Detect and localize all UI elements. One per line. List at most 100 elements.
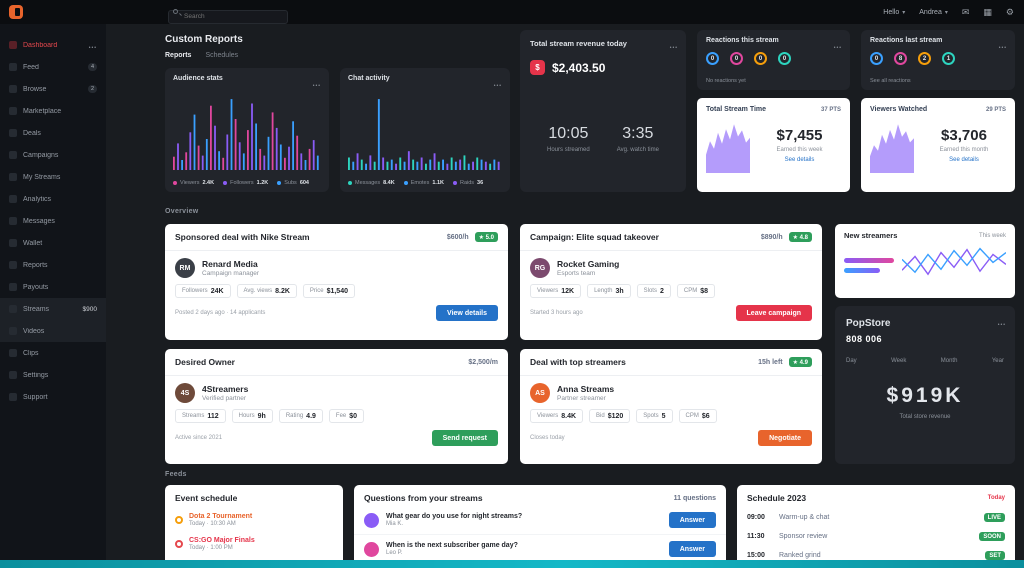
search-input[interactable] — [168, 9, 288, 24]
avatar: AS — [530, 383, 550, 403]
card-title: Audience stats — [173, 75, 223, 82]
negotiate-button[interactable]: Negotiate — [758, 430, 812, 446]
sidebar-item-my-streams[interactable]: My Streams — [0, 166, 106, 188]
card-title: Total stream revenue today — [530, 39, 627, 48]
sidebar-item-browse[interactable]: Browse 2 — [0, 78, 106, 100]
sidebar-item-support[interactable]: Support — [0, 386, 106, 408]
store-subtitle: 808 006 — [846, 334, 883, 344]
store-column[interactable]: Day — [846, 358, 857, 364]
view-details-button[interactable]: View details — [436, 305, 498, 321]
more-icon[interactable] — [313, 75, 321, 91]
store-revenue-value: $919K — [886, 384, 964, 407]
apps-grid-icon[interactable]: ▦ — [983, 6, 992, 17]
card-title: Reactions this stream — [706, 37, 779, 44]
send-request-button[interactable]: Send request — [431, 430, 498, 446]
schedule-row[interactable]: 15:00 Ranked grind SET — [747, 546, 1005, 560]
card-title: Event schedule — [175, 493, 238, 503]
messages-icon[interactable]: ✉ — [961, 6, 970, 17]
legend-label: Messages — [355, 180, 381, 186]
more-icon[interactable] — [494, 75, 502, 91]
event-row[interactable]: Dota 2 Tournament Today · 10:30 AM — [175, 508, 333, 532]
stat-label: Avg. watch time — [616, 147, 659, 153]
greeting-menu[interactable]: Hello — [883, 9, 905, 16]
sidebar-item-analytics[interactable]: Analytics — [0, 188, 106, 210]
audience-chart-card: Audience stats Viewers 2.4K Followers 1.… — [165, 68, 329, 192]
store-column[interactable]: Year — [991, 358, 1004, 364]
schedule-card: Schedule 2023 Today 09:00 Warm-up & chat… — [737, 485, 1015, 560]
event-row[interactable]: CS:GO Major Finals Today · 1:00 PM — [175, 532, 333, 556]
deal-card: Deal with top streamers 15h left ★ 4.9 A… — [520, 349, 822, 464]
stat-pill: Fee $0 — [328, 409, 365, 423]
wallet-icon — [9, 239, 17, 247]
more-icon[interactable] — [834, 37, 842, 53]
deal-note: Posted 2 days ago · 14 applicants — [175, 310, 266, 316]
sidebar-item-payouts[interactable]: Payouts — [0, 276, 106, 298]
leave-campaign-button[interactable]: Leave campaign — [735, 305, 812, 321]
user-menu[interactable]: Andrea — [919, 9, 948, 16]
legend-dot — [452, 181, 457, 185]
main-content: Custom Reports Reports Schedules Audienc… — [106, 24, 1024, 560]
app-logo[interactable] — [9, 5, 23, 19]
store-column[interactable]: Week — [891, 358, 907, 364]
sidebar-item-marketplace[interactable]: Marketplace — [0, 100, 106, 122]
analytics-icon — [9, 195, 17, 203]
sidebar-item-videos[interactable]: Videos — [0, 320, 106, 342]
card-title: New streamers — [844, 231, 898, 240]
status-badge: SET — [985, 551, 1005, 560]
reaction-counter: 0 — [870, 52, 883, 65]
deal-title: Desired Owner — [175, 357, 235, 367]
sidebar-item-label: My Streams — [23, 173, 61, 181]
sidebar-item-messages[interactable]: Messages — [0, 210, 106, 232]
avatar: RG — [530, 258, 550, 278]
stat-pill: Viewers 12K — [530, 284, 582, 298]
sidebar-item-feed[interactable]: Feed 4 — [0, 56, 106, 78]
tab-reports[interactable]: Reports — [165, 52, 192, 59]
sidebar-item-settings[interactable]: Settings — [0, 364, 106, 386]
sidebar-item-wallet[interactable]: Wallet — [0, 232, 106, 254]
browse-icon — [9, 85, 17, 93]
sidebar-item-campaigns[interactable]: Campaigns — [0, 144, 106, 166]
store-column[interactable]: Month — [940, 358, 958, 364]
today-tag: Today — [987, 495, 1005, 501]
streams-icon — [9, 173, 17, 181]
see-details-link[interactable]: See details — [784, 157, 815, 163]
settings-gear-icon[interactable]: ⚙ — [1005, 6, 1014, 17]
status-badge: LIVE — [983, 513, 1005, 522]
more-icon[interactable] — [998, 314, 1006, 330]
legend-label: Emotes — [410, 180, 430, 186]
events-card: Event schedule Dota 2 Tournament Today ·… — [165, 485, 343, 560]
messages-icon — [9, 217, 17, 225]
sidebar-item-streams[interactable]: Streams $900 — [0, 298, 106, 320]
sidebar-item-reports[interactable]: Reports — [0, 254, 106, 276]
stat-value: $3,706 — [941, 127, 987, 144]
sidebar-item-label: Analytics — [23, 195, 52, 203]
answer-button[interactable]: Answer — [668, 541, 716, 557]
event-title: Dota 2 Tournament — [189, 513, 253, 520]
sidebar-item-dashboard[interactable]: Dashboard — [0, 34, 106, 56]
overview-label: Overview — [165, 208, 199, 215]
see-details-link[interactable]: See details — [949, 157, 979, 163]
schedule-row[interactable]: 11:30 Sponsor review SOON — [747, 527, 1005, 546]
settings-icon — [9, 371, 17, 379]
reports-icon — [9, 261, 17, 269]
card-title: Chat activity — [348, 75, 390, 82]
legend-label: Viewers — [180, 180, 200, 186]
sidebar-item-label: Wallet — [23, 239, 43, 247]
schedule-row[interactable]: 09:00 Warm-up & chat LIVE — [747, 508, 1005, 527]
questions-count[interactable]: 11 questions — [673, 494, 716, 502]
more-icon[interactable] — [670, 37, 678, 53]
deal-card: Sponsored deal with Nike Stream $600/h ★… — [165, 224, 508, 340]
more-icon[interactable] — [999, 37, 1007, 53]
legend-label: Followers — [230, 180, 254, 186]
stat-value: 3:35 — [622, 125, 654, 142]
more-icon[interactable] — [89, 37, 97, 53]
answer-button[interactable]: Answer — [668, 512, 716, 528]
stat-pill: CPM $8 — [676, 284, 715, 298]
sidebar-item-deals[interactable]: Deals — [0, 122, 106, 144]
store-title: PopStore — [846, 318, 891, 329]
tab-schedules[interactable]: Schedules — [205, 52, 239, 59]
sidebar-item-clips[interactable]: Clips — [0, 342, 106, 364]
partner-subtitle: Campaign manager — [202, 270, 260, 277]
store-caption: Total store revenue — [899, 414, 951, 420]
reactions-card: Reactions this stream 0 0 0 0 No reactio… — [697, 30, 850, 90]
